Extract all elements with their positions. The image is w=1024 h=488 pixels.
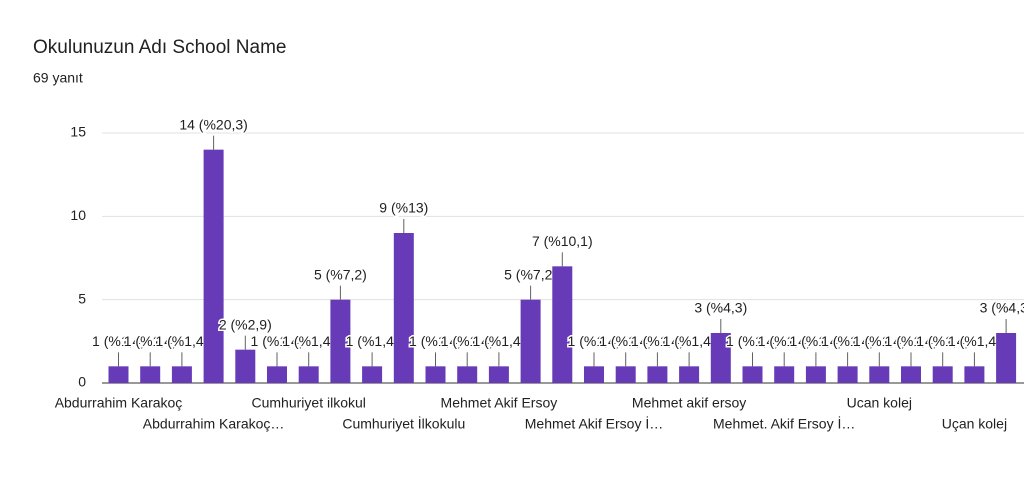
value-label: 1 (%1,4) <box>821 333 874 349</box>
bar <box>267 366 287 383</box>
bar <box>203 149 224 383</box>
value-label: 1 (%1,4) <box>789 333 842 349</box>
bar <box>362 366 383 383</box>
x-tick-label: Abdurrahim Karakoç… <box>143 416 285 432</box>
value-label: 5 (%7,2) <box>314 266 367 282</box>
y-tick-label: 0 <box>78 374 86 390</box>
value-label: 3 (%4,3) <box>980 300 1024 316</box>
bar <box>235 349 256 383</box>
value-label: 2 (%2,9) <box>219 316 272 332</box>
value-label: 1 (%1,4) <box>346 333 399 349</box>
x-tick-label: Abdurrahim Karakoç <box>55 395 183 411</box>
y-tick-label: 5 <box>78 290 86 306</box>
bar <box>964 366 985 383</box>
value-label: 1 (%1,4) <box>251 333 304 349</box>
bar <box>520 299 541 383</box>
bar <box>837 366 858 383</box>
bar <box>108 366 129 383</box>
value-label: 1 (%1,4) <box>568 333 621 349</box>
bar <box>171 366 192 383</box>
bar <box>710 333 731 383</box>
bar <box>805 366 826 383</box>
x-tick-label: Mehmet Akif Ersoy <box>441 395 558 411</box>
value-label: 1 (%1,4) <box>409 333 462 349</box>
bar <box>457 366 478 383</box>
bar <box>615 366 636 383</box>
x-tick-label: Mehmet akif ersoy <box>632 395 746 411</box>
x-tick-label: Mehmet. Akif Ersoy İ… <box>713 415 855 432</box>
value-label: 1 (%1,4) <box>916 333 969 349</box>
value-label: 1 (%1,4) <box>155 333 208 349</box>
bar <box>901 366 921 383</box>
value-label: 1 (%1,4) <box>885 333 938 349</box>
bar <box>774 366 795 383</box>
value-label: 5 (%7,2) <box>504 266 557 282</box>
value-label: 1 (%1,4) <box>282 333 335 349</box>
x-tick-label: Ucan kolej <box>847 395 912 411</box>
value-label: 1 (%1,4) <box>441 333 494 349</box>
value-label: 7 (%10,1) <box>532 233 593 249</box>
bar <box>932 366 953 383</box>
value-label: 14 (%20,3) <box>179 116 247 132</box>
bar <box>552 266 573 383</box>
bar <box>393 233 414 383</box>
value-label: 1 (%1,4) <box>853 333 906 349</box>
value-label: 1 (%1,4) <box>631 333 684 349</box>
bar <box>996 333 1017 383</box>
x-tick-label: Cumhuriyet ilkokul <box>252 395 366 411</box>
x-tick-label: Cumhuriyet İlkokulu <box>342 415 465 432</box>
value-label: 1 (%1,4) <box>124 333 177 349</box>
bar <box>425 366 446 383</box>
value-label: 3 (%4,3) <box>694 300 747 316</box>
y-tick-label: 10 <box>70 207 86 223</box>
chart-title: Okulunuzun Adı School Name <box>33 37 287 58</box>
value-label: 1 (%1,4) <box>948 333 1001 349</box>
bar <box>140 366 161 383</box>
bar <box>584 366 604 383</box>
value-label: 1 (%1,4) <box>726 333 779 349</box>
chart-subtitle: 69 yanıt <box>33 70 83 86</box>
bar <box>679 366 700 383</box>
bar <box>488 366 509 383</box>
bar <box>869 366 890 383</box>
x-tick-label: Uçan kolej <box>942 416 1007 432</box>
value-label: 9 (%13) <box>379 200 428 216</box>
bar <box>647 366 668 383</box>
value-label: 1 (%1,4) <box>92 333 145 349</box>
value-label: 1 (%1,4) <box>599 333 652 349</box>
bar <box>298 366 319 383</box>
y-tick-label: 15 <box>70 124 86 140</box>
value-label: 1 (%1,4) <box>663 333 716 349</box>
bar <box>742 366 763 383</box>
value-label: 1 (%1,4) <box>472 333 525 349</box>
value-label: 1 (%1,4) <box>758 333 811 349</box>
bar <box>330 299 351 383</box>
x-tick-label: Mehmet Akif Ersoy İ… <box>525 415 663 432</box>
